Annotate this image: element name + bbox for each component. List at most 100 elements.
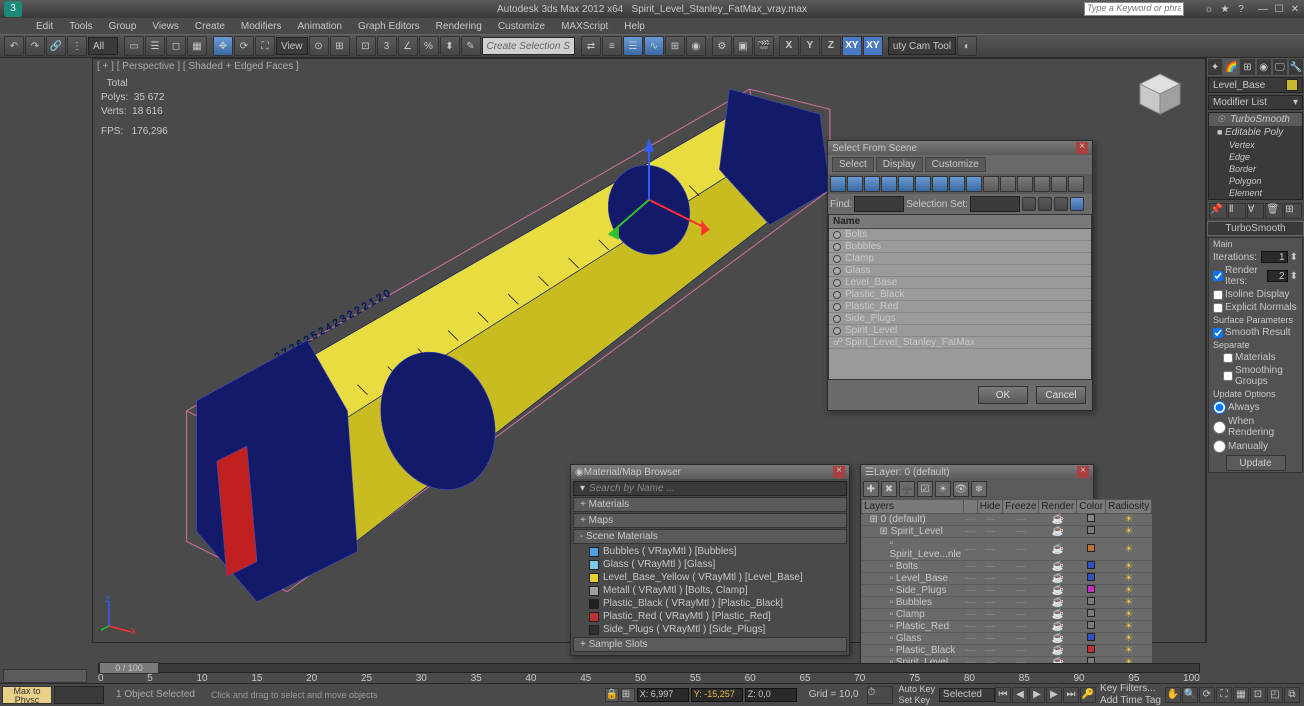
layer-row[interactable]: ▫ Plastic_Black———☕☀ bbox=[862, 645, 1152, 657]
sub-element[interactable]: Element bbox=[1209, 187, 1302, 199]
maxscript-mini[interactable]: Max to Physc bbox=[2, 686, 52, 704]
select-region-button[interactable]: ◻ bbox=[166, 36, 186, 56]
lm-col-layers[interactable]: Layers bbox=[862, 500, 964, 514]
sfs-item[interactable]: Spirit_Level bbox=[829, 325, 1091, 337]
object-name[interactable]: Level_Base bbox=[1213, 80, 1284, 91]
key-mode[interactable]: 🔑 bbox=[1080, 687, 1096, 703]
layers-button[interactable]: ☰ bbox=[623, 36, 643, 56]
script-btn1[interactable] bbox=[3, 669, 87, 683]
sfs-close[interactable]: × bbox=[1076, 142, 1088, 154]
material-row[interactable]: Side_Plugs ( VRayMtl ) [Side_Plugs] bbox=[573, 623, 847, 636]
addtag-button[interactable]: Add Time Tag bbox=[1100, 695, 1161, 706]
iter-field[interactable]: 1 bbox=[1261, 251, 1288, 263]
schematic-button[interactable]: ⊞ bbox=[665, 36, 685, 56]
viewcube[interactable] bbox=[1135, 69, 1185, 119]
sfs-t1[interactable] bbox=[830, 176, 846, 192]
percent-snap-button[interactable]: % bbox=[419, 36, 439, 56]
layer-manager[interactable]: ☰ Layer: 0 (default)× ✚ ✖ ➕ ☑ ☀ 👁 ❄ Laye… bbox=[860, 464, 1094, 670]
max-button[interactable]: ⛶ bbox=[1216, 687, 1232, 703]
info-icon[interactable]: ☼ bbox=[1202, 2, 1216, 16]
material-row[interactable]: Metall ( VRayMtl ) [Bolts, Clamp] bbox=[573, 584, 847, 597]
sfs-item[interactable]: Bubbles bbox=[829, 241, 1091, 253]
lm-new[interactable]: ✚ bbox=[863, 481, 879, 497]
material-row[interactable]: Glass ( VRayMtl ) [Glass] bbox=[573, 558, 847, 571]
listener[interactable] bbox=[54, 686, 104, 704]
sfs-t8[interactable] bbox=[949, 176, 965, 192]
menu-rendering[interactable]: Rendering bbox=[430, 21, 488, 32]
sfs-b4[interactable] bbox=[1070, 197, 1084, 211]
menu-views[interactable]: Views bbox=[146, 21, 185, 32]
menu-modifiers[interactable]: Modifiers bbox=[235, 21, 288, 32]
smooth-check[interactable] bbox=[1213, 328, 1223, 338]
named-selection[interactable]: Create Selection S bbox=[482, 37, 575, 55]
mb-search[interactable]: Search by Name ... bbox=[585, 483, 675, 494]
move-button[interactable]: ✥ bbox=[213, 36, 233, 56]
layer-row[interactable]: ▫ Plastic_Red———☕☀ bbox=[862, 621, 1152, 633]
close-button[interactable]: ✕ bbox=[1288, 2, 1302, 16]
selset-field[interactable] bbox=[970, 196, 1020, 212]
pan-button[interactable]: ✋ bbox=[1165, 687, 1181, 703]
layer-row[interactable]: ▫ Glass———☕☀ bbox=[862, 633, 1152, 645]
angle-snap-button[interactable]: ∠ bbox=[398, 36, 418, 56]
tab-modify[interactable]: 🌈 bbox=[1223, 58, 1239, 76]
cam-btn[interactable]: ◐ bbox=[957, 36, 977, 56]
axis-xy[interactable]: XY bbox=[842, 36, 862, 56]
material-browser[interactable]: ◉ Material/Map Browser× ▾ Search by Name… bbox=[570, 464, 850, 656]
window-crossing-button[interactable]: ▦ bbox=[187, 36, 207, 56]
mb-cat-maps[interactable]: + Maps bbox=[573, 513, 847, 528]
menu-grapheditors[interactable]: Graph Editors bbox=[352, 21, 426, 32]
menu-help[interactable]: Help bbox=[618, 21, 651, 32]
show-end[interactable]: Ⅱ bbox=[1228, 203, 1246, 219]
sub-edge[interactable]: Edge bbox=[1209, 151, 1302, 163]
redo-button[interactable]: ↷ bbox=[25, 36, 45, 56]
isoline-check[interactable] bbox=[1213, 290, 1223, 300]
cam-tool[interactable]: uty Cam Tool bbox=[888, 37, 956, 55]
lm-frz[interactable]: ❄ bbox=[971, 481, 987, 497]
axis-z[interactable]: Z bbox=[821, 36, 841, 56]
sfs-item[interactable]: Level_Base bbox=[829, 277, 1091, 289]
snap3-button[interactable]: 3 bbox=[377, 36, 397, 56]
keyfilters-button[interactable]: Key Filters... bbox=[1100, 683, 1161, 694]
layer-row[interactable]: ▫ Clamp———☕☀ bbox=[862, 609, 1152, 621]
prev-frame[interactable]: ◀ bbox=[1012, 687, 1028, 703]
sfs-item[interactable]: Glass bbox=[829, 265, 1091, 277]
axis-xy2[interactable]: XY bbox=[863, 36, 883, 56]
minimize-button[interactable]: — bbox=[1256, 2, 1270, 16]
sfs-item[interactable]: Bolts bbox=[829, 229, 1091, 241]
lm-col-hide[interactable]: Hide bbox=[977, 500, 1003, 514]
menu-edit[interactable]: Edit bbox=[30, 21, 59, 32]
layer-row[interactable]: ⊞ 0 (default)———☕☀ bbox=[862, 514, 1152, 526]
sfs-t9[interactable] bbox=[966, 176, 982, 192]
stack-turbosmooth[interactable]: ☉ TurboSmooth bbox=[1209, 113, 1302, 126]
time-slider[interactable]: 0 / 100 bbox=[98, 663, 1200, 673]
lm-col-current[interactable] bbox=[963, 500, 977, 514]
render-setup-button[interactable]: ⚙ bbox=[712, 36, 732, 56]
sfs-item[interactable]: Plastic_Red bbox=[829, 301, 1091, 313]
smg-check[interactable] bbox=[1223, 371, 1233, 381]
axis-x[interactable]: X bbox=[779, 36, 799, 56]
sfs-t2[interactable] bbox=[847, 176, 863, 192]
key-filter-dd[interactable]: Selected bbox=[939, 688, 995, 702]
tab-utilities[interactable]: 🔧 bbox=[1288, 58, 1304, 76]
select-button[interactable]: ▭ bbox=[124, 36, 144, 56]
configure[interactable]: ⊞ bbox=[1284, 203, 1302, 219]
time-thumb[interactable]: 0 / 100 bbox=[99, 662, 159, 674]
menu-group[interactable]: Group bbox=[103, 21, 143, 32]
editnamed-button[interactable]: ✎ bbox=[461, 36, 481, 56]
material-row[interactable]: Level_Base_Yellow ( VRayMtl ) [Level_Bas… bbox=[573, 571, 847, 584]
coord-x[interactable]: X: 6,997 bbox=[637, 688, 689, 702]
coord-z[interactable]: Z: 0,0 bbox=[745, 688, 797, 702]
lm-add[interactable]: ➕ bbox=[899, 481, 915, 497]
sub-polygon[interactable]: Polygon bbox=[1209, 175, 1302, 187]
menu-tools[interactable]: Tools bbox=[63, 21, 98, 32]
material-row[interactable]: Plastic_Black ( VRayMtl ) [Plastic_Black… bbox=[573, 597, 847, 610]
setkey-button[interactable]: Set Key bbox=[899, 695, 936, 705]
rend-field[interactable]: 2 bbox=[1267, 270, 1288, 282]
manip-button[interactable]: ⊞ bbox=[330, 36, 350, 56]
sfs-b3[interactable] bbox=[1054, 197, 1068, 211]
mb-cat-materials[interactable]: + Materials bbox=[573, 497, 847, 512]
help-search[interactable] bbox=[1084, 2, 1184, 16]
render-radio[interactable] bbox=[1213, 421, 1226, 434]
autokey-button[interactable]: Auto Key bbox=[899, 684, 936, 694]
axis-y[interactable]: Y bbox=[800, 36, 820, 56]
